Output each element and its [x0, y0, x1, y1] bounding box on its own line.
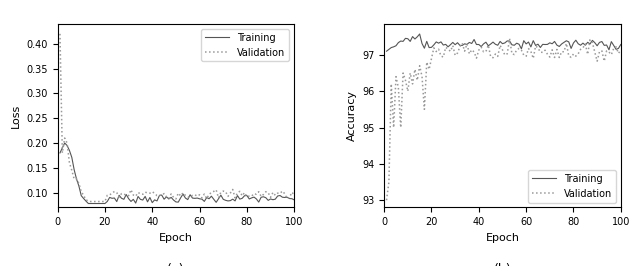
Validation: [504, 52, 511, 56]
Training: [440, 43, 447, 47]
Training: [430, 43, 438, 47]
Training: [84, 202, 92, 205]
Training: [525, 40, 532, 44]
Line: Validation: Validation: [60, 34, 294, 202]
X-axis label: Epoch: Epoch: [159, 233, 193, 243]
Training: [182, 196, 189, 200]
Training: [291, 198, 298, 201]
Text: (b): (b): [493, 263, 511, 266]
Line: Validation: Validation: [387, 39, 621, 200]
Line: Training: Training: [387, 34, 621, 51]
Validation: [56, 32, 64, 35]
Training: [383, 49, 390, 53]
Validation: [617, 49, 625, 52]
Training: [284, 196, 291, 199]
Training: [416, 32, 424, 36]
Training: [600, 44, 608, 47]
Training: [506, 39, 513, 43]
Validation: [281, 192, 289, 196]
Validation: [600, 60, 608, 63]
Validation: [179, 191, 187, 194]
Legend: Training, Validation: Training, Validation: [528, 170, 616, 203]
Validation: [274, 192, 282, 195]
Y-axis label: Loss: Loss: [11, 103, 20, 128]
Validation: [198, 196, 206, 200]
Validation: [607, 53, 615, 56]
Text: (a): (a): [167, 263, 185, 266]
Training: [200, 200, 208, 203]
Validation: [428, 57, 435, 60]
Validation: [525, 47, 532, 50]
Validation: [506, 37, 513, 40]
Validation: [291, 193, 298, 196]
Training: [56, 151, 64, 155]
Line: Training: Training: [60, 143, 294, 203]
Validation: [87, 200, 95, 203]
Training: [607, 40, 615, 43]
Training: [106, 196, 113, 199]
X-axis label: Epoch: Epoch: [486, 233, 520, 243]
Validation: [113, 191, 120, 194]
Training: [61, 142, 68, 145]
Training: [115, 194, 123, 197]
Training: [276, 194, 284, 197]
Training: [617, 43, 625, 46]
Y-axis label: Accuracy: Accuracy: [346, 90, 356, 141]
Validation: [383, 199, 390, 202]
Legend: Training, Validation: Training, Validation: [201, 29, 289, 61]
Validation: [104, 194, 111, 197]
Validation: [437, 55, 445, 58]
